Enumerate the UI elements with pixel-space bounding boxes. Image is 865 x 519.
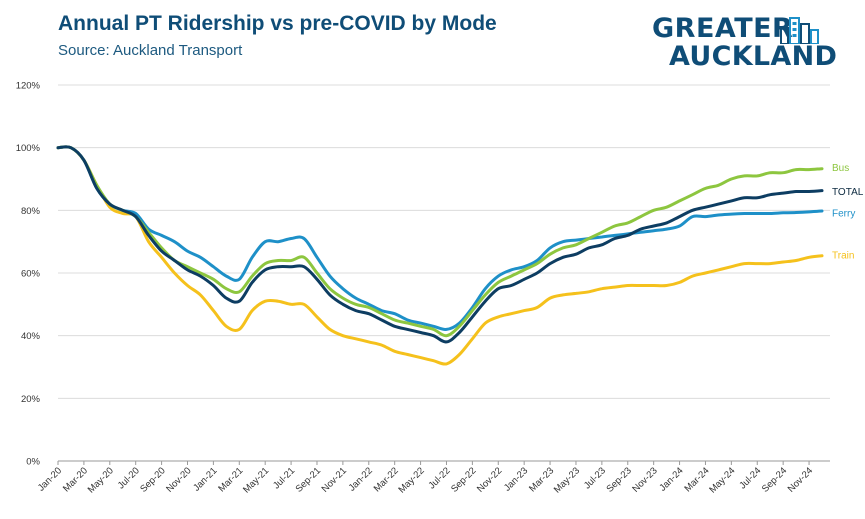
x-tick-label: May-21 [241, 465, 271, 495]
series-end-labels: Train Ferry Bus TOTAL [832, 163, 864, 261]
x-tick-label: Sep-23 [604, 465, 633, 494]
logo-text-line1: GREATER [652, 13, 794, 44]
x-tick-label: Nov-24 [786, 465, 815, 494]
building-icon [780, 17, 819, 44]
y-tick-label: 60% [21, 269, 41, 280]
x-tick-label: Jan-21 [191, 465, 219, 493]
series-label-train: Train [832, 250, 854, 261]
greater-auckland-logo: GREATER AUCKLAND [652, 13, 837, 70]
x-tick-label: Nov-22 [475, 465, 504, 494]
x-tick-label: Nov-20 [164, 465, 193, 494]
series-label-ferry: Ferry [832, 208, 855, 219]
x-tick-label: Mar-23 [527, 465, 556, 494]
line-ferry [56, 145, 824, 331]
x-tick-label: May-23 [552, 465, 582, 495]
x-tick-label: Sep-21 [294, 465, 323, 494]
x-tick-label: Jan-24 [657, 465, 685, 493]
x-tick-label: Jan-22 [347, 465, 375, 493]
y-tick-label: 40% [21, 331, 41, 342]
chart-title: Annual PT Ridership vs pre-COVID by Mode [58, 12, 497, 35]
x-tick-label: Mar-20 [61, 465, 90, 494]
y-tick-label: 120% [16, 81, 41, 92]
x-tick-label: Sep-20 [138, 465, 167, 494]
x-tick-label: Sep-24 [760, 465, 789, 494]
y-tick-label: 20% [21, 394, 41, 405]
series-label-bus: Bus [832, 163, 849, 174]
y-tick-label: 100% [16, 143, 41, 154]
x-tick-label: May-24 [707, 465, 737, 495]
y-tick-label: 0% [26, 457, 40, 468]
line-bus [56, 145, 824, 338]
y-axis-ticks: 0% 20% 40% 60% 80% 100% 120% [16, 81, 41, 468]
x-tick-label: Mar-24 [683, 465, 712, 494]
x-tick-label: Sep-22 [449, 465, 478, 494]
x-tick-label: Mar-21 [216, 465, 245, 494]
y-tick-label: 80% [21, 206, 41, 217]
x-tick-label: Jan-23 [502, 465, 530, 493]
series-label-total: TOTAL [832, 187, 864, 198]
x-tick-label: Mar-22 [372, 465, 401, 494]
logo-text-line2: AUCKLAND [669, 41, 838, 72]
line-train [56, 145, 824, 366]
x-tick-label: May-22 [397, 465, 427, 495]
chart-subtitle: Source: Auckland Transport [58, 42, 243, 59]
x-tick-label: Jan-20 [36, 465, 64, 493]
x-tick-label: Nov-23 [630, 465, 659, 494]
x-tick-label: May-20 [86, 465, 116, 495]
series-lines [56, 145, 824, 366]
line-total [56, 145, 824, 344]
x-tick-label: Nov-21 [320, 465, 349, 494]
